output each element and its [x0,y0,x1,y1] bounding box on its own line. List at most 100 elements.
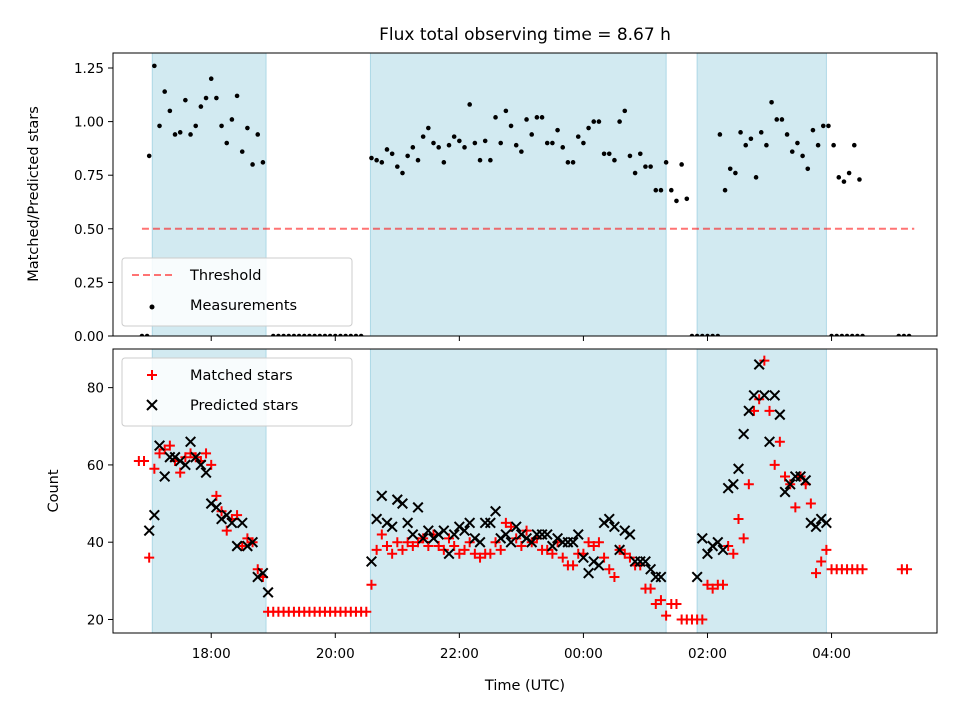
matched-star-point [764,405,775,416]
measurement-point [472,140,478,146]
predicted-star-point [226,517,238,529]
measurement-point [896,333,902,336]
x-tick-label: 00:00 [564,646,603,662]
matched-star-point [387,548,398,559]
measurement-point [291,333,297,336]
measurement-point [374,157,379,163]
top-y-tick-label: 0.75 [74,168,104,184]
measurement-point [358,333,364,336]
matched-star-point [366,579,377,590]
measurement-point [519,149,524,154]
measurement-point [167,108,173,114]
measurement-point [581,140,586,146]
measurement-point [214,95,219,101]
legend-label: Measurements [190,298,297,314]
measurement-point [831,142,836,148]
predicted-star-point [500,528,512,540]
measurement-point [441,160,447,165]
bottom-y-axis-label: Count [46,469,62,512]
predicted-star-point [195,459,207,471]
measurement-point [322,333,328,336]
measurement-point [679,162,684,167]
measurement-point [849,333,855,336]
measurement-point [260,160,266,165]
measurement-point [245,125,250,131]
top-axes-frame [112,52,938,337]
legend-label: Threshold [189,268,261,284]
matched-star-point [671,599,682,610]
matched-star-point [811,568,822,579]
measurement-point [684,196,690,202]
measurement-point [753,175,759,180]
predicted-star-point [743,405,755,417]
matched-star-point [392,537,403,548]
predicted-star-point [438,525,450,537]
measurement-point [784,132,790,137]
legend-label: Matched stars [190,368,293,384]
x-tick-label: 02:00 [688,646,727,662]
measurement-point [317,333,323,336]
measurement-point [653,187,659,193]
measurement-point [606,151,612,157]
measurement-point [286,333,292,336]
measurement-point [250,162,255,167]
measurement-point [550,140,555,146]
measurement-point [769,100,774,105]
predicted-star-point [231,540,243,552]
measurement-point [482,138,488,144]
measurement-point [560,145,566,150]
measurement-point [296,333,302,336]
measurement-point [431,140,436,146]
matched-star-point [821,544,832,555]
measurement-point [834,333,840,336]
measurement-point [513,142,519,148]
measurement-point [841,179,847,184]
predicted-star-point [691,571,703,583]
predicted-star-point [624,528,636,540]
measurement-point [565,160,571,165]
matched-star-point [154,448,165,459]
measurement-point [795,140,800,146]
predicted-star-point [779,486,791,498]
measurement-point [203,95,209,101]
legend-matched-swatch [147,370,157,380]
predicted-star-point [407,528,419,540]
measurement-point [743,142,749,148]
matched-star-point [697,614,708,625]
matched-star-point [728,548,739,559]
measurement-point [906,333,912,336]
measurement-point [694,333,700,336]
predicted-star-point [474,536,486,548]
measurement-point [668,187,674,193]
measurement-point [327,333,333,336]
matched-star-point [568,560,579,571]
matched-star-point [650,599,661,610]
matched-star-point [583,537,594,548]
x-tick-label: 20:00 [316,646,355,662]
measurement-point [738,130,743,135]
measurement-point [612,157,617,163]
matched-star-point [547,548,558,559]
matched-star-point [588,541,599,552]
measurement-point [627,153,633,159]
measurement-point [276,333,281,336]
top-y-tick-label: 1.25 [74,61,104,77]
predicted-star-point [422,525,434,537]
measurement-point [234,93,240,99]
matched-star-point [164,440,175,451]
predicted-star-point [696,532,708,544]
measurement-point [379,160,385,165]
predicted-star-point [738,428,750,440]
top-legend-box [121,257,353,327]
measurement-point [281,333,286,336]
predicted-star-point [583,567,595,579]
matched-star-point [459,544,470,555]
measurement-point [826,123,831,129]
measurement-point [643,164,648,169]
predicted-star-point [190,451,202,463]
measurement-point [544,140,550,146]
measurement-point [410,145,416,150]
measurement-point [524,117,529,122]
measurement-point [446,142,452,148]
